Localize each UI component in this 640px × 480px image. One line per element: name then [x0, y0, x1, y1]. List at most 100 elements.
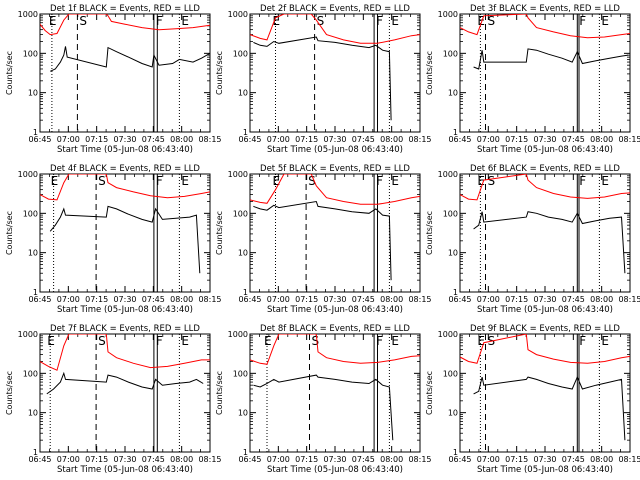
x-tick-label: 08:00	[170, 135, 193, 144]
y-tick-label: 10	[448, 409, 458, 418]
x-tick-label: 08:00	[380, 455, 403, 464]
x-tick-label: 08:15	[618, 135, 640, 144]
y-tick-label: 10	[448, 249, 458, 258]
x-tick-label: 07:15	[505, 295, 528, 304]
marker-label: E	[601, 174, 609, 188]
y-tick-label: 1	[243, 128, 248, 137]
x-tick-label: 08:15	[618, 295, 640, 304]
events-series-line	[253, 36, 392, 121]
y-tick-label: 10	[448, 89, 458, 98]
x-tick-label: 06:45	[28, 135, 51, 144]
marker-label: E	[601, 334, 609, 348]
detector-panel: Det 7f BLACK = Events, RED = LLD 1 10 100 10…	[5, 324, 222, 475]
plot-frame	[249, 173, 421, 293]
marker-label: F	[156, 14, 163, 28]
panel-title: Det 6f BLACK = Events, RED = LLD	[470, 164, 620, 174]
x-tick-label: 08:00	[170, 455, 193, 464]
x-tick-label: 08:15	[408, 455, 431, 464]
x-tick-label: 06:45	[448, 135, 471, 144]
panel-title: Det 3f BLACK = Events, RED = LLD	[470, 4, 620, 14]
marker-label: S	[98, 174, 106, 188]
plot-frame	[249, 13, 421, 133]
y-tick-label: 1000	[438, 10, 458, 19]
y-tick-label: 100	[233, 369, 248, 378]
x-axis-title: Start Time (05-Jun-08 06:43:40)	[57, 465, 193, 475]
marker-label: F	[376, 334, 383, 348]
x-axis-title: Start Time (05-Jun-08 06:43:40)	[477, 145, 613, 155]
events-series-line	[49, 46, 210, 72]
x-tick-label: 07:45	[142, 295, 165, 304]
marker-label: S	[79, 14, 87, 28]
x-tick-label: 07:30	[323, 135, 346, 144]
x-tick-label: 07:30	[533, 455, 556, 464]
y-tick-label: 1	[453, 448, 458, 457]
x-tick-label: 07:15	[295, 295, 318, 304]
plot-frame	[249, 333, 421, 453]
x-axis-title: Start Time (05-Jun-08 06:43:40)	[477, 305, 613, 315]
y-axis-title: Counts/sec	[5, 211, 14, 255]
y-tick-label: 1000	[438, 170, 458, 179]
x-axis-title: Start Time (05-Jun-08 06:43:40)	[57, 305, 193, 315]
detector-panel: Det 5f BLACK = Events, RED = LLD 1 10 100 10…	[215, 164, 432, 315]
marker-label: F	[579, 334, 586, 348]
y-tick-label: 1000	[228, 10, 248, 19]
x-tick-label: 06:45	[238, 135, 261, 144]
x-tick-label: 07:30	[533, 295, 556, 304]
x-tick-label: 07:00	[57, 135, 80, 144]
x-tick-label: 07:45	[562, 455, 585, 464]
marker-label: E	[273, 174, 281, 188]
y-axis-title: Counts/sec	[215, 371, 224, 415]
marker-label: S	[308, 174, 316, 188]
y-axis-title: Counts/sec	[5, 371, 14, 415]
x-tick-label: 07:15	[295, 135, 318, 144]
y-tick-label: 1000	[18, 10, 38, 19]
x-tick-label: 08:00	[380, 135, 403, 144]
panel-title: Det 5f BLACK = Events, RED = LLD	[260, 164, 410, 174]
marker-label: E	[47, 334, 55, 348]
y-tick-label: 1	[33, 128, 38, 137]
x-tick-label: 07:15	[505, 135, 528, 144]
x-tick-label: 07:30	[323, 295, 346, 304]
x-tick-label: 06:45	[448, 295, 471, 304]
panel-title: Det 8f BLACK = Events, RED = LLD	[260, 324, 410, 334]
y-tick-label: 1000	[228, 170, 248, 179]
x-tick-label: 07:45	[142, 135, 165, 144]
x-tick-label: 07:45	[352, 135, 375, 144]
y-tick-label: 100	[233, 49, 248, 58]
x-tick-label: 06:45	[448, 455, 471, 464]
x-tick-label: 06:45	[28, 295, 51, 304]
x-tick-label: 08:15	[618, 455, 640, 464]
y-tick-label: 100	[443, 209, 458, 218]
marker-label: F	[156, 334, 163, 348]
marker-label: E	[51, 174, 59, 188]
lld-series-line	[460, 14, 630, 39]
marker-label: E	[273, 14, 281, 28]
panel-title: Det 2f BLACK = Events, RED = LLD	[260, 4, 410, 14]
x-axis-title: Start Time (05-Jun-08 06:43:40)	[267, 145, 403, 155]
detector-panel: Det 3f BLACK = Events, RED = LLD 1 10 100 10…	[425, 4, 640, 155]
x-tick-label: 07:00	[477, 455, 500, 464]
y-tick-label: 100	[23, 369, 38, 378]
x-tick-label: 07:30	[113, 455, 136, 464]
marker-label: F	[376, 174, 383, 188]
events-series-line	[473, 375, 626, 441]
marker-label: F	[156, 174, 163, 188]
y-tick-label: 100	[23, 209, 38, 218]
y-tick-label: 10	[28, 89, 38, 98]
x-tick-label: 07:00	[477, 295, 500, 304]
x-tick-label: 07:45	[352, 295, 375, 304]
plot-frame	[39, 333, 211, 453]
x-tick-label: 07:00	[267, 455, 290, 464]
events-series-line	[253, 374, 394, 441]
x-tick-label: 07:00	[267, 295, 290, 304]
y-axis-title: Counts/sec	[425, 371, 434, 415]
detector-panel: Det 6f BLACK = Events, RED = LLD 1 10 100 10…	[425, 164, 640, 315]
marker-label: F	[376, 14, 383, 28]
y-axis-title: Counts/sec	[5, 51, 14, 95]
x-tick-label: 08:00	[170, 295, 193, 304]
marker-label: S	[488, 14, 496, 28]
plot-frame	[39, 13, 211, 133]
marker-label: E	[601, 14, 609, 28]
marker-label: E	[181, 334, 189, 348]
x-tick-label: 08:15	[198, 295, 221, 304]
